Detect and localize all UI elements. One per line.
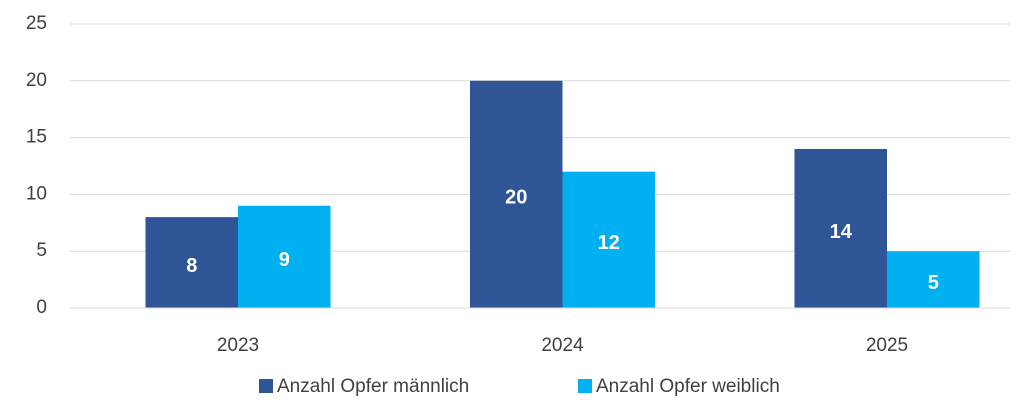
value-label: 14 [830, 221, 853, 243]
bar [470, 80, 563, 308]
legend-label: Anzahl Opfer weiblich [596, 376, 780, 397]
y-tick-label: 0 [36, 297, 47, 318]
x-tick-label: 2025 [866, 335, 908, 356]
x-tick-label: 2023 [217, 335, 259, 356]
bar [145, 217, 238, 308]
y-tick-label: 25 [26, 13, 47, 34]
bar [238, 205, 331, 308]
legend-swatch [259, 379, 273, 393]
legend-swatch [578, 379, 592, 393]
bar [794, 148, 887, 308]
y-tick-label: 20 [26, 70, 47, 91]
value-label: 5 [928, 272, 939, 294]
y-tick-label: 10 [26, 183, 47, 204]
value-label: 9 [279, 249, 290, 271]
bar [887, 251, 980, 308]
bar [562, 171, 655, 308]
legend-label: Anzahl Opfer männlich [277, 376, 469, 397]
y-tick-label: 5 [36, 240, 47, 261]
x-tick-label: 2024 [541, 335, 584, 356]
y-tick-label: 15 [26, 127, 47, 148]
value-label: 8 [186, 255, 197, 277]
value-label: 20 [505, 187, 527, 209]
value-label: 12 [598, 232, 620, 254]
